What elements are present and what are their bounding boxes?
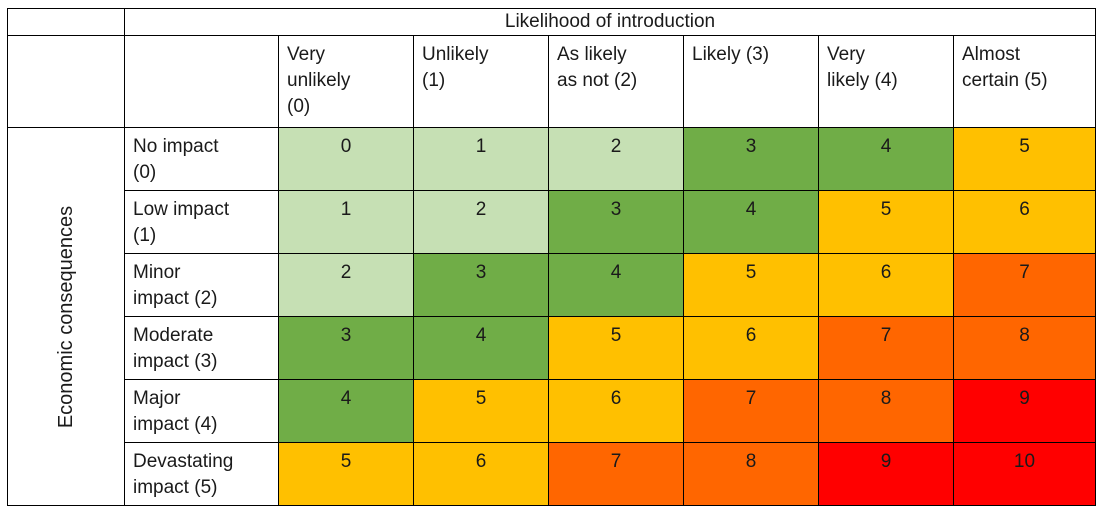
row-header-2: Minor impact (2) [124,253,279,317]
risk-score-cell: 8 [818,379,954,443]
likelihood-header: Likelihood of introduction [124,8,1096,36]
risk-score-cell: 7 [683,379,819,443]
risk-score-cell: 5 [683,253,819,317]
risk-score-cell: 1 [413,127,549,191]
row-header-line: (1) [133,225,157,246]
risk-score-cell: 2 [413,190,549,254]
risk-score-cell: 9 [818,442,954,506]
title-row: Likelihood of introduction [7,8,1096,36]
row-header-line: Low impact [133,199,230,220]
column-header-line: As likely [557,44,627,65]
risk-score-cell: 3 [413,253,549,317]
column-header-3: Likely (3) [683,35,819,128]
column-header-line: as not (2) [557,70,638,91]
corner-cell-right [124,35,279,128]
risk-score-cell: 4 [278,379,414,443]
risk-score-cell: 4 [548,253,684,317]
column-header-line: Very [287,44,326,65]
table-row: Minor impact (2) 2 3 4 5 6 7 [8,253,1096,317]
row-header-line: Moderate [133,325,214,346]
risk-score-cell: 7 [953,253,1096,317]
column-header-row: Very unlikely (0) Unlikely (1) As likely as no… [7,35,1096,128]
risk-score-cell: 5 [278,442,414,506]
risk-score-cell: 5 [953,127,1096,191]
risk-score-cell: 6 [953,190,1096,254]
consequences-label: Economic consequences [55,205,77,428]
risk-matrix-table: Likelihood of introduction Very unlikely (… [7,8,1096,506]
column-header-line: Very [827,44,866,65]
corner-cell-top [7,8,125,36]
table-row: Low impact (1) 1 2 3 4 5 6 [8,190,1096,254]
row-header-5: Devastating impact (5) [124,442,279,506]
column-header-line: Likely (3) [692,44,770,65]
risk-score-cell: 2 [278,253,414,317]
row-header-line: impact (3) [133,351,218,372]
risk-score-cell: 2 [548,127,684,191]
risk-score-cell: 1 [278,190,414,254]
risk-score-cell: 7 [818,316,954,380]
table-row: Devastating impact (5) 5 6 7 8 9 10 [8,442,1096,506]
risk-score-cell: 5 [818,190,954,254]
table-row: Major impact (4) 4 5 6 7 8 9 [8,379,1096,443]
column-header-line: unlikely [287,70,351,91]
risk-score-cell: 4 [413,316,549,380]
column-header-5: Almost certain (5) [953,35,1096,128]
column-header-line: certain (5) [962,70,1048,91]
row-header-3: Moderate impact (3) [124,316,279,380]
row-header-line: impact (4) [133,414,218,435]
row-header-1: Low impact (1) [124,190,279,254]
risk-score-cell: 3 [548,190,684,254]
risk-score-cell: 5 [413,379,549,443]
row-header-line: Minor [133,262,181,283]
risk-score-cell: 3 [278,316,414,380]
table-row: Economic consequences No impact (0) 0 1 2 3 4 5 [7,127,1096,506]
column-header-0: Very unlikely (0) [278,35,414,128]
column-header-line: (0) [287,96,311,117]
row-header-4: Major impact (4) [124,379,279,443]
row-header-0: No impact (0) [124,127,279,191]
column-header-line: Almost [962,44,1021,65]
column-header-line: likely (4) [827,70,898,91]
consequences-side-header: Economic consequences [7,127,125,506]
risk-score-cell: 7 [548,442,684,506]
row-header-line: Major [133,388,181,409]
row-header-line: impact (5) [133,477,218,498]
row-header-line: No impact [133,136,219,157]
risk-score-cell: 8 [683,442,819,506]
risk-score-cell: 5 [548,316,684,380]
corner-cell-left [7,35,125,128]
risk-score-cell: 9 [953,379,1096,443]
row-header-line: (0) [133,162,157,183]
risk-score-cell: 4 [818,127,954,191]
row-header-line: Devastating [133,451,234,472]
risk-score-cell: 6 [818,253,954,317]
risk-score-cell: 8 [953,316,1096,380]
risk-score-cell: 3 [683,127,819,191]
row-header-line: impact (2) [133,288,218,309]
risk-score-cell: 6 [413,442,549,506]
risk-score-cell: 4 [683,190,819,254]
risk-score-cell: 0 [278,127,414,191]
column-header-line: (1) [422,70,446,91]
column-header-4: Very likely (4) [818,35,954,128]
column-header-1: Unlikely (1) [413,35,549,128]
column-header-2: As likely as not (2) [548,35,684,128]
risk-score-cell: 10 [953,442,1096,506]
table-row: Moderate impact (3) 3 4 5 6 7 8 [8,316,1096,380]
column-header-line: Unlikely [422,44,489,65]
risk-score-cell: 6 [683,316,819,380]
risk-score-cell: 6 [548,379,684,443]
